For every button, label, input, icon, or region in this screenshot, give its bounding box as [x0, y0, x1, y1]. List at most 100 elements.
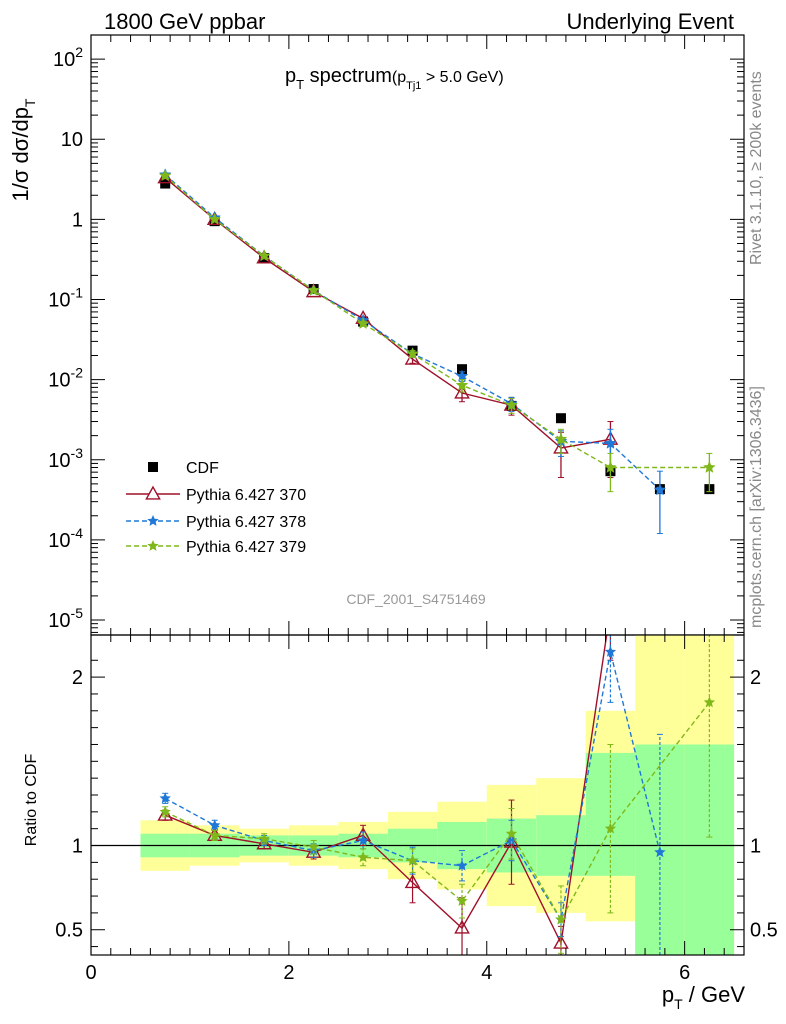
ratio-y-tick-label: 2: [72, 667, 83, 689]
ratio-star-marker: [209, 819, 221, 831]
y-tick-base: 10: [48, 530, 70, 552]
main-y-label-sub: T: [22, 98, 38, 107]
legend-marker-cdf: [148, 462, 158, 472]
ratio-star-marker: [505, 834, 518, 846]
star-marker: [455, 378, 469, 391]
x-tick-label: 0: [85, 962, 96, 984]
ratio-star-marker: [604, 645, 617, 657]
ratio-star-marker: [555, 913, 567, 925]
y-tick-label: 102: [53, 44, 83, 71]
star-marker: [703, 460, 716, 473]
ratio-y-tick-label: 0.5: [55, 920, 83, 942]
star-marker: [257, 249, 271, 262]
series-line: [164, 175, 710, 469]
x-label-sub: T: [674, 996, 683, 1012]
ratio-series-2: [159, 634, 716, 954]
title-cut: (p: [392, 69, 406, 86]
y-tick-label: 10-1: [48, 285, 83, 312]
star-marker: [505, 398, 518, 411]
triangle-marker: [256, 249, 272, 264]
ratio-star-marker: [307, 841, 320, 853]
star-marker: [604, 460, 617, 473]
legend-triangle: [145, 485, 161, 500]
y-tick-label: 10-2: [48, 365, 83, 392]
ratio-triangle-marker: [454, 919, 470, 934]
star-marker: [307, 283, 320, 296]
ratio-star-marker: [654, 846, 666, 858]
star-marker: [653, 483, 667, 496]
rivet-label: Rivet 3.1.10, ≥ 200k events: [748, 71, 765, 265]
legend-label: CDF: [186, 460, 219, 477]
y-tick-label: 10-3: [48, 445, 83, 472]
star-marker: [406, 347, 419, 360]
x-label-p: p: [662, 982, 674, 1007]
y-tick-exp: -2: [71, 365, 84, 381]
analysis-watermark: CDF_2001_S4751469: [346, 591, 486, 607]
plot-title: pT spectrum(pTj1 > 5.0 GeV): [285, 65, 504, 92]
y-tick-exp: -1: [71, 285, 84, 301]
ratio-star-marker: [505, 827, 518, 839]
ratio-star-marker: [357, 851, 369, 863]
y-tick-label: 10-5: [48, 605, 83, 632]
ratio-y-tick-label: 1: [72, 836, 83, 858]
ratio-y-tick-label-right: 1: [750, 836, 761, 858]
title-main-sub: T: [296, 77, 304, 92]
ratio-y-tick-label-right: 2: [750, 667, 761, 689]
y-tick-base: 10: [53, 49, 75, 71]
title-main-rest: spectrum: [304, 65, 392, 87]
ratio-star-marker: [604, 822, 617, 834]
y-tick-exp: -5: [71, 605, 84, 621]
y-tick-label: 10-4: [48, 525, 83, 552]
ratio-star-marker: [703, 696, 716, 708]
star-marker: [356, 316, 370, 330]
star-marker: [208, 212, 222, 225]
x-axis-label: pT / GeV: [662, 982, 745, 1012]
star-marker: [554, 432, 568, 445]
legend-star: [147, 515, 159, 526]
ratio-line: [164, 651, 661, 922]
cdf-point: [457, 364, 468, 375]
legend-label: Pythia 6.427 378: [186, 514, 306, 531]
ratio-star-marker: [357, 834, 369, 846]
y-tick-label: 1: [72, 209, 83, 231]
mcplots-label: mcplots.cern.ch [arXiv:1306.3436]: [748, 386, 765, 628]
ratio-star-marker: [258, 832, 270, 844]
series-line: [164, 177, 611, 449]
y-tick-base: 10: [48, 610, 70, 632]
ratio-star-marker: [159, 805, 171, 817]
star-marker: [158, 169, 172, 182]
main-y-label-text: 1/σ dσ/dp: [8, 107, 33, 201]
main-y-label: 1/σ dσ/dpT: [8, 98, 38, 201]
cdf-point: [555, 413, 566, 424]
series-1: [157, 169, 619, 479]
series-3: [158, 169, 716, 493]
ratio-star-marker: [307, 844, 320, 856]
x-tick-label: 6: [679, 962, 690, 984]
x-tick-label: 4: [481, 962, 492, 984]
title-cut-rest: > 5.0 GeV): [421, 69, 503, 86]
y-tick-label: 10: [61, 129, 83, 151]
ratio-y-label: Ratio to CDF: [23, 754, 40, 847]
header-right: Underlying Event: [566, 9, 734, 34]
ratio-star-marker: [456, 895, 468, 906]
legend-label: Pythia 6.427 370: [186, 487, 306, 504]
y-tick-base: 10: [48, 370, 70, 392]
triangle-marker: [454, 384, 470, 399]
legend-star: [147, 540, 159, 551]
legend-label: Pythia 6.427 379: [186, 539, 306, 556]
x-tick-label: 2: [283, 962, 294, 984]
series-0: [160, 178, 715, 495]
cdf-point: [160, 178, 171, 189]
y-tick-exp: -3: [71, 445, 84, 461]
ratio-star-marker: [209, 829, 221, 841]
star-marker: [604, 436, 617, 449]
series-line: [164, 174, 661, 491]
x-label-unit: / GeV: [683, 982, 746, 1007]
ratio-line: [164, 635, 608, 946]
ratio-panel: 0 2 4 6 0.5 0.5 1 1 2 2: [55, 634, 778, 984]
title-cut-sub: Tj1: [406, 80, 421, 92]
ratio-series-1: [159, 634, 666, 956]
ratio-star-marker: [406, 854, 419, 866]
y-tick-base: 10: [48, 290, 70, 312]
